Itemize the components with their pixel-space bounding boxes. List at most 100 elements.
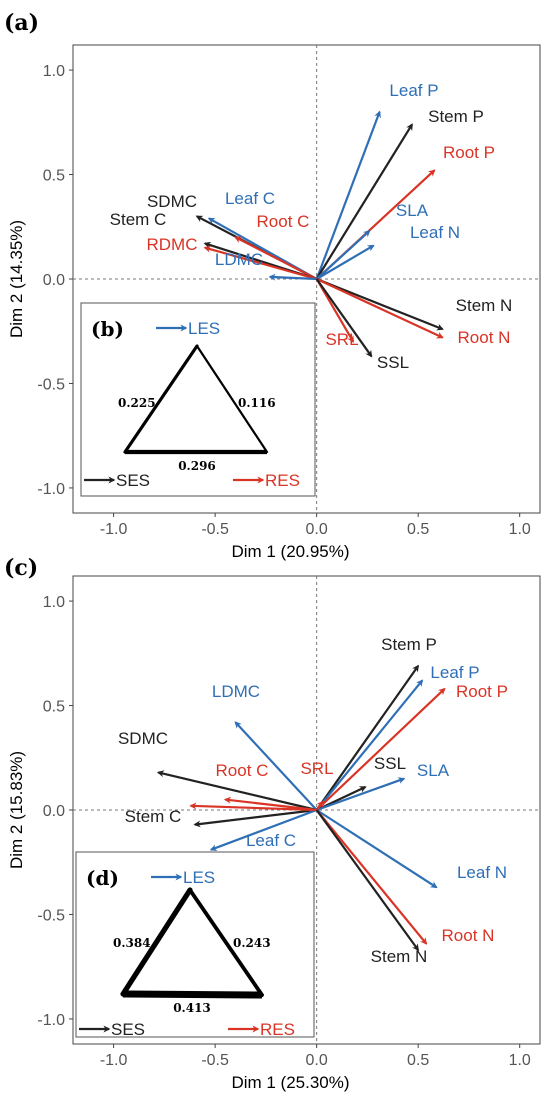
vector-arrow <box>316 277 444 331</box>
vector-label: Leaf P <box>389 81 438 100</box>
panel-c: (c) -1.0 -0.5 0.0 0.5 1.0 1.0 0.5 0.0 -0.5 -1.0 Dim… <box>4 555 541 1092</box>
vector-arrow <box>209 808 318 852</box>
vector-label: SSL <box>377 353 409 372</box>
vector-label: Stem P <box>381 635 437 654</box>
x-tick-label: -0.5 <box>201 1052 229 1069</box>
vector-label: SRL <box>325 330 358 349</box>
x-tick-label: 0.0 <box>306 521 328 538</box>
vector-label: Root C <box>257 212 310 231</box>
edge-les-ses <box>120 887 193 997</box>
vector-label: Root P <box>443 143 495 162</box>
vector-label: LDMC <box>212 682 260 701</box>
x-axis-title: Dim 1 (25.30%) <box>231 1073 349 1092</box>
y-tick-label: 0.5 <box>43 699 65 716</box>
vector-arrow <box>268 273 317 281</box>
les-vertex-label: LES <box>183 868 215 887</box>
vector-label: Root N <box>442 926 495 945</box>
vector-label: SSL <box>374 754 406 773</box>
edge-value-right: 0.116 <box>238 396 276 410</box>
vector-arrow <box>315 278 373 358</box>
x-tick-label: 0.0 <box>306 1052 328 1069</box>
res-vertex-label: RES <box>260 1020 295 1039</box>
vector-arrow <box>223 796 317 812</box>
y-tick-label: -0.5 <box>37 376 65 393</box>
vector-label: Leaf N <box>457 863 507 882</box>
vector-label: SDMC <box>118 729 168 748</box>
vector-arrow <box>156 770 317 812</box>
inset-frame <box>80 302 316 497</box>
y-tick-label: 0.5 <box>43 168 65 185</box>
y-axis-title: Dim 2 (14.35%) <box>7 220 26 338</box>
vector-label: Stem C <box>125 807 182 826</box>
y-tick-label: -0.5 <box>37 907 65 924</box>
inset-frame <box>75 851 315 1038</box>
vector-arrow <box>316 777 406 812</box>
y-tick-label: 0.0 <box>43 272 65 289</box>
vector-label: Stem N <box>456 296 513 315</box>
vector-arrow <box>316 244 375 280</box>
x-axis-title: Dim 1 (20.95%) <box>231 542 349 561</box>
inset-label: (d) <box>86 866 119 890</box>
vector-label: LDMC <box>215 250 263 269</box>
inset-triangle-d: (d) 0.384 0.243 0.413 LES SES RES <box>75 851 315 1039</box>
vector-arrow <box>203 245 317 281</box>
edge-value-left: 0.225 <box>118 396 156 410</box>
edge-value-left: 0.384 <box>113 936 151 950</box>
vector-label: Leaf N <box>410 223 460 242</box>
edge-les-ses <box>123 344 199 454</box>
ses-vertex-label: SES <box>116 471 150 490</box>
vector-arrow <box>315 809 420 952</box>
vector-label: RDMC <box>147 235 198 254</box>
vector-arrow <box>316 809 438 889</box>
panel-label: (c) <box>4 555 38 581</box>
edge-value-right: 0.243 <box>233 936 271 950</box>
y-tick-label: 1.0 <box>43 594 65 611</box>
vector-label: Root C <box>216 761 269 780</box>
vector-label: Root N <box>458 328 511 347</box>
vector-label: Leaf C <box>225 189 275 208</box>
vector-label: SRL <box>300 759 333 778</box>
vector-arrow <box>315 800 324 811</box>
vector-label: Root P <box>456 682 508 701</box>
x-tick-label: 1.0 <box>509 1052 531 1069</box>
vector-arrow <box>315 679 424 811</box>
x-tick-label: 1.0 <box>509 521 531 538</box>
y-tick-label: 1.0 <box>43 63 65 80</box>
inset-label: (b) <box>91 317 124 341</box>
vector-label: Leaf P <box>430 663 479 682</box>
vector-arrow <box>193 808 317 828</box>
panel-label: (a) <box>4 10 39 36</box>
vector-label: SLA <box>396 201 429 220</box>
edge-ses-res <box>122 990 263 999</box>
les-vertex-label: LES <box>188 319 220 338</box>
y-tick-label: 0.0 <box>43 803 65 820</box>
vector-arrow <box>234 236 318 280</box>
vector-arrow <box>315 687 446 811</box>
vector-label: SLA <box>417 761 450 780</box>
x-tick-label: 0.5 <box>407 1052 429 1069</box>
vector-arrow <box>315 110 381 280</box>
edge-les-res <box>188 888 264 997</box>
vector-arrow <box>234 721 318 811</box>
y-tick-label: -1.0 <box>37 1012 65 1029</box>
vector-arrow <box>315 664 420 811</box>
vector-label: Stem N <box>371 947 428 966</box>
x-tick-label: 0.5 <box>407 521 429 538</box>
inset-triangle-b: (b) 0.225 0.116 0.296 LES SES RES <box>80 302 316 497</box>
edge-les-res <box>195 344 269 454</box>
vector-arrow <box>315 809 428 945</box>
vector-arrow <box>315 123 414 280</box>
vector-arrow <box>315 230 371 280</box>
vector-arrow <box>316 278 444 339</box>
vector-label: SDMC <box>147 192 197 211</box>
panel-a: (a) -1.0 -0.5 0.0 0.5 1.0 1.0 0.5 0.0 -0.5 -1.0 Dim… <box>4 10 541 561</box>
ses-vertex-label: SES <box>111 1020 145 1039</box>
edge-value-bottom: 0.296 <box>178 459 216 473</box>
res-vertex-label: RES <box>265 471 300 490</box>
edge-value-bottom: 0.413 <box>173 1001 211 1015</box>
y-tick-label: -1.0 <box>37 481 65 498</box>
y-axis-title: Dim 2 (15.83%) <box>7 751 26 869</box>
x-tick-label: -0.5 <box>201 521 229 538</box>
x-tick-label: -1.0 <box>100 521 128 538</box>
